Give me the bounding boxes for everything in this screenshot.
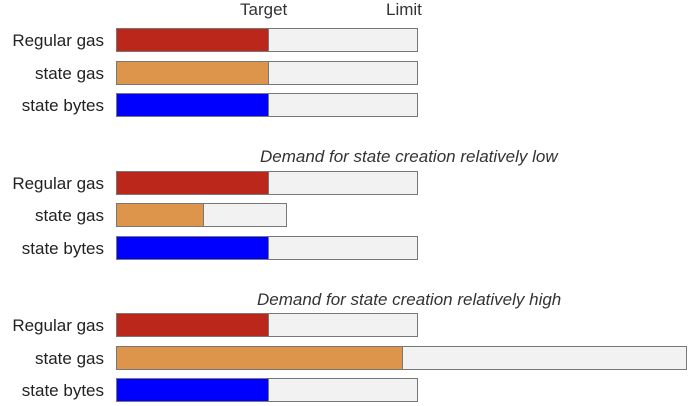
row-label: Regular gas — [12, 174, 104, 193]
regular-gas-bar — [116, 28, 418, 52]
row-label: state gas — [35, 64, 104, 83]
bar-fill — [117, 237, 269, 259]
row-label: Regular gas — [12, 31, 104, 50]
section-title: Demand for state creation relatively hig… — [257, 290, 562, 309]
state-gas-bar — [116, 203, 287, 227]
bar-fill — [117, 347, 403, 369]
row-label: state bytes — [21, 96, 104, 115]
state-bytes-bar — [116, 236, 418, 260]
row-label: state bytes — [21, 381, 104, 400]
state-bytes-bar — [116, 378, 418, 402]
bar-fill — [117, 29, 269, 51]
section-title: Demand for state creation relatively low — [260, 147, 558, 166]
state-gas-bar — [116, 346, 687, 370]
state-gas-bar — [116, 61, 418, 85]
bar-fill — [117, 314, 269, 336]
bar-fill — [117, 204, 204, 226]
header-limit: Limit — [386, 0, 422, 19]
header-target: Target — [240, 0, 288, 19]
bar-fill — [117, 62, 269, 84]
bar-fill — [117, 172, 269, 194]
row-label: state bytes — [21, 239, 104, 258]
bar-fill — [117, 379, 269, 401]
bar-fill — [117, 94, 269, 116]
row-label: state gas — [35, 349, 104, 368]
regular-gas-bar — [116, 313, 418, 337]
state-bytes-bar — [116, 93, 418, 117]
regular-gas-bar — [116, 171, 418, 195]
row-label: Regular gas — [12, 316, 104, 335]
row-label: state gas — [35, 206, 104, 225]
